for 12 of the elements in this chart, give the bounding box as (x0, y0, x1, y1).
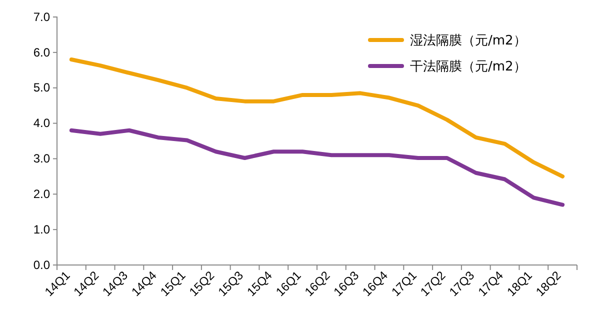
y-tick-label: 4.0 (33, 116, 50, 130)
y-tick-label: 0.0 (33, 258, 50, 272)
y-tick-label: 1.0 (33, 222, 50, 236)
y-tick-label: 6.0 (33, 45, 50, 60)
y-tick-label: 2.0 (33, 186, 50, 201)
legend-label: 湿法隔膜（元/m2） (410, 34, 526, 49)
line-series (69, 58, 565, 178)
y-tick-label: 5.0 (33, 80, 50, 95)
line-series (69, 128, 565, 207)
y-tick-label: 3.0 (33, 152, 50, 166)
y-tick-label: 7.0 (33, 10, 50, 24)
legend-label: 干法隔膜（元/m2） (410, 60, 526, 75)
